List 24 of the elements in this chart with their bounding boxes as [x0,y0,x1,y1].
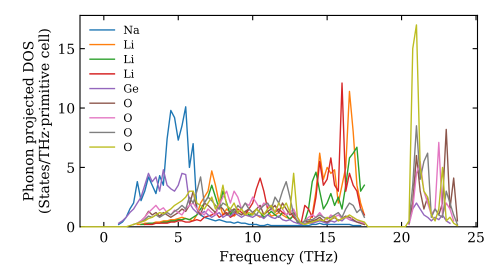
x-tick-label: 15 [320,232,335,242]
y-tick-label: 10 [59,103,74,114]
legend-label: O [124,113,132,122]
line-series [80,24,458,228]
legend-label: O [124,98,132,108]
line-series [118,106,362,226]
line-series [140,146,366,226]
x-tick-label: 0 [100,232,108,242]
legend-label: Li [124,54,134,64]
legend-label: O [124,128,132,136]
y-tick-label: 0 [67,222,74,232]
legend-label: Na [124,26,140,34]
x-axis-title: Frequency (THz) [220,250,338,264]
y-tick-label: 15 [59,44,74,54]
x-tick-label: 10 [246,232,261,242]
x-tick-label: 20 [394,232,410,242]
legend-label: Li [124,70,134,78]
x-tick-label: 5 [175,232,182,242]
y-tick-label: 5 [67,162,74,173]
x-tick-label: 25 [468,232,484,242]
legend-label: O [124,142,132,152]
legend-label: Ge [124,84,138,93]
y-axis-title: Phonon projected DOS (States/THz·primitive cell) [22,29,52,213]
legend-label: Li [124,40,134,48]
